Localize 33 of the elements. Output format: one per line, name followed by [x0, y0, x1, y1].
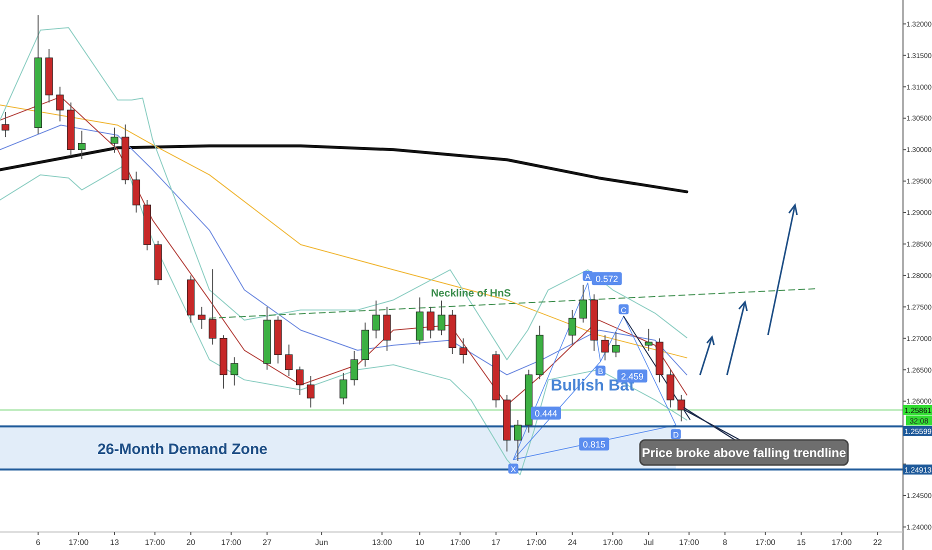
x-tick-label: 17:00: [144, 538, 166, 547]
x-tick-label: 8: [722, 538, 728, 547]
x-tick-label: 20: [186, 538, 196, 547]
annotation: 0.444: [534, 408, 558, 419]
x-tick-label: 17:00: [221, 538, 242, 547]
annotation: B: [598, 367, 604, 376]
annotation: 0.815: [582, 439, 606, 450]
x-tick-label: 10: [415, 538, 425, 547]
x-tick-label: 17: [492, 538, 502, 547]
x-tick-label: 24: [568, 538, 578, 547]
x-tick-label: 17:00: [755, 538, 776, 547]
annotation: 2.459: [621, 372, 644, 382]
x-tick-label: 6: [36, 538, 41, 547]
x-tick-label: Jul: [644, 538, 654, 547]
x-tick-label: 15: [796, 538, 806, 547]
x-tick-label: 17:00: [679, 538, 700, 547]
x-tick-label: 13: [110, 538, 120, 547]
x-tick-label: 17:00: [526, 538, 547, 547]
band-label: 26-Month Demand Zone: [97, 440, 268, 458]
x-tick-label: 13:00: [372, 538, 393, 547]
x-tick-label: 17:00: [68, 538, 90, 547]
x-tick-label: 22: [873, 538, 883, 547]
x-tick-label: 17:00: [450, 538, 471, 547]
x-tick-label: Jun: [315, 538, 328, 547]
annotation: 0.572: [596, 274, 618, 284]
annotation: Price broke above falling trendline: [642, 446, 846, 460]
x-tick-label: 27: [262, 538, 272, 547]
annotation: C: [620, 306, 627, 315]
annotation: D: [672, 430, 679, 440]
annotation: A: [585, 272, 592, 282]
annotation: X: [510, 465, 517, 474]
x-tick-label: 17:00: [832, 538, 852, 547]
x-tick-label: 17:00: [602, 538, 624, 547]
